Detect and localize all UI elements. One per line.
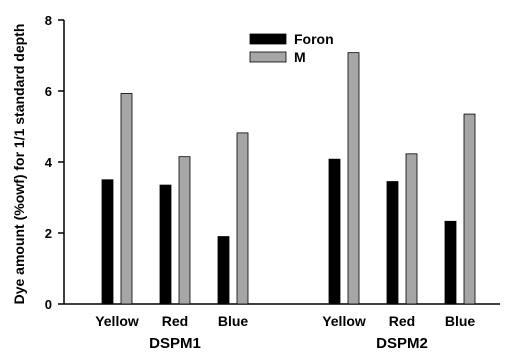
- category-label: Yellow: [95, 313, 139, 329]
- category-label: Blue: [445, 313, 476, 329]
- bar-m-dspm2-blue: [463, 113, 476, 305]
- bars: [101, 52, 476, 305]
- y-tick-label: 8: [45, 13, 52, 28]
- legend-swatch-foron: [249, 33, 287, 45]
- y-tick-label: 6: [45, 84, 52, 99]
- bar-foron-dspm1-red: [159, 184, 172, 305]
- y-axis-title: Dye amount (%owf) for 1/1 standard depth: [11, 24, 27, 305]
- y-tick-label: 4: [45, 155, 53, 170]
- group-label: DSPM1: [149, 335, 201, 352]
- legend-label-m: M: [294, 49, 306, 65]
- bar-m-dspm1-blue: [236, 132, 249, 305]
- x-axis-labels: Yellow Red Blue DSPM1 Yellow Red Blue DSPM2: [95, 313, 475, 352]
- y-tick-label: 2: [45, 226, 52, 241]
- category-label: Red: [162, 313, 188, 329]
- bar-foron-dspm2-red: [386, 181, 399, 305]
- legend-label-foron: Foron: [294, 31, 334, 47]
- bar-foron-dspm2-blue: [444, 220, 457, 305]
- bar-m-dspm2-yellow: [347, 52, 360, 305]
- bar-foron-dspm1-yellow: [101, 179, 114, 305]
- bar-m-dspm1-red: [178, 156, 191, 305]
- bar-foron-dspm2-yellow: [328, 158, 341, 305]
- bar-foron-dspm1-blue: [217, 236, 230, 305]
- category-label: Blue: [218, 313, 249, 329]
- bar-m-dspm1-yellow: [120, 93, 133, 305]
- bar-m-dspm2-red: [405, 153, 418, 305]
- y-tick-label: 0: [45, 297, 52, 312]
- group-label: DSPM2: [376, 335, 428, 352]
- legend-swatch-m: [249, 51, 287, 63]
- category-label: Red: [389, 313, 415, 329]
- category-label: Yellow: [322, 313, 366, 329]
- y-axis: 0 2 4 6 8: [45, 13, 64, 312]
- legend: Foron M: [249, 31, 334, 65]
